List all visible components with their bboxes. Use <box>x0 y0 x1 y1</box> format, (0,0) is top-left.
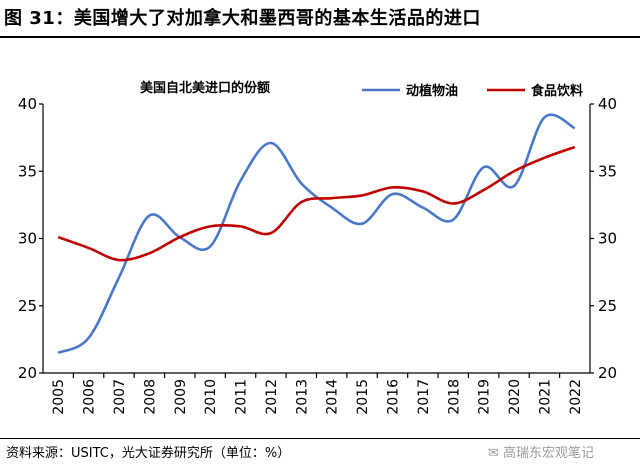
y-tick-label-right: 40 <box>598 95 617 113</box>
x-tick-label: 2017 <box>416 379 432 415</box>
x-tick-label: 2007 <box>112 379 128 415</box>
legend-label: 食品饮料 <box>531 83 583 99</box>
x-tick-label: 2013 <box>294 379 310 415</box>
y-tick-label-left: 30 <box>18 230 37 248</box>
watermark: ✉ 高瑞东宏观笔记 <box>488 442 594 461</box>
chart-title: 美国自北美进口的份额 <box>140 80 270 96</box>
x-tick-label: 2009 <box>173 379 189 415</box>
x-tick-label: 2012 <box>264 379 280 415</box>
x-tick-label: 2010 <box>203 379 219 415</box>
y-tick-label-right: 20 <box>598 364 617 382</box>
x-tick-label: 2005 <box>51 379 67 415</box>
legend-label: 动植物油 <box>406 83 458 99</box>
source-divider <box>0 438 640 439</box>
x-tick-label: 2022 <box>568 379 584 415</box>
x-tick-label: 2018 <box>446 379 462 415</box>
x-tick-label: 2019 <box>477 379 493 415</box>
wechat-icon: ✉ <box>488 446 504 461</box>
y-tick-label-left: 40 <box>18 95 37 113</box>
series-line-food-beverage <box>57 145 576 262</box>
watermark-text: 高瑞东宏观笔记 <box>503 446 595 461</box>
y-tick-label-left: 25 <box>18 297 37 315</box>
y-tick-label-left: 20 <box>18 364 37 382</box>
x-tick-label: 2011 <box>234 379 250 415</box>
title-divider <box>0 36 640 38</box>
series-line-oils <box>57 113 576 355</box>
x-tick-label: 2020 <box>507 379 523 415</box>
y-tick-label-right: 30 <box>598 230 617 248</box>
figure-title: 图 31：美国增大了对加拿大和墨西哥的基本生活品的进口 <box>4 8 481 29</box>
x-tick-label: 2021 <box>537 379 553 415</box>
x-tick-label: 2015 <box>355 379 371 415</box>
x-tick-label: 2016 <box>385 379 401 415</box>
source-note: 资料来源：USITC，光大证券研究所（单位：%） <box>6 446 291 461</box>
y-tick-label-right: 35 <box>598 162 617 180</box>
x-tick-label: 2014 <box>325 379 341 415</box>
x-tick-label: 2006 <box>82 379 98 415</box>
x-tick-label: 2008 <box>142 379 158 415</box>
series-lines <box>57 113 576 355</box>
legend: 动植物油 食品饮料 <box>362 83 583 99</box>
y-tick-label-right: 25 <box>598 297 617 315</box>
y-tick-label-left: 35 <box>18 162 37 180</box>
